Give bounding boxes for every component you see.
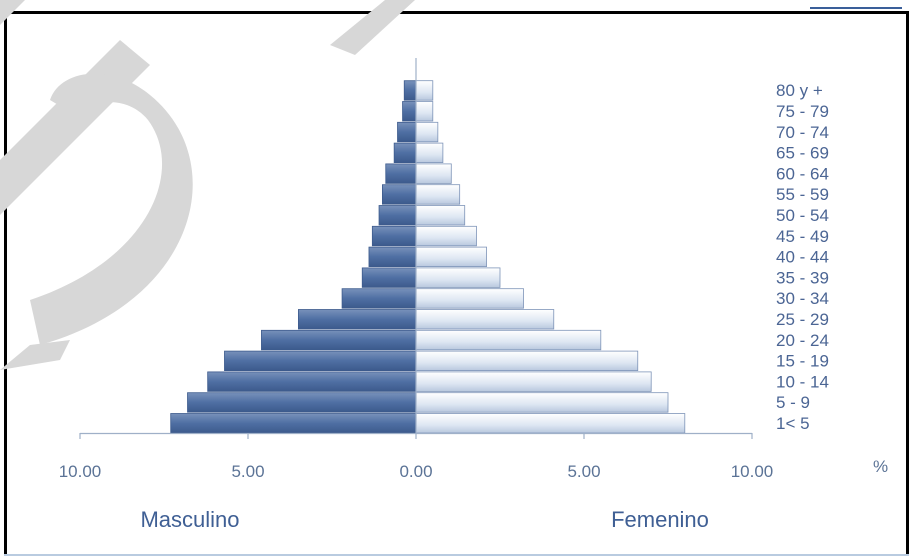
age-label-0: 1< 5 [776,414,810,433]
bar-masculino-14 [397,121,417,143]
bar-masculino-16 [403,80,417,101]
bar-femenino-6 [415,288,524,309]
bar-femenino-5 [415,309,555,330]
age-label-16: 80 y + [776,81,823,100]
bar-masculino-9 [371,225,417,247]
frame-bottom-divider [4,554,909,556]
bar-femenino-11 [415,184,461,205]
bar-masculino-8 [368,246,417,268]
x-tick-label-4: 10.00 [731,462,774,481]
age-label-4: 20 - 24 [776,331,829,350]
bar-femenino-15 [415,101,434,122]
age-label-2: 10 - 14 [776,372,829,391]
bar-masculino-1 [187,392,417,413]
bar-masculino-13 [393,142,417,164]
bar-masculino-2 [207,371,417,392]
x-tick-label-2: 0.00 [399,462,432,481]
bar-femenino-9 [415,225,477,247]
bar-femenino-1 [415,392,669,413]
chart-frame [4,11,909,556]
bar-masculino-5 [297,309,417,330]
age-label-5: 25 - 29 [776,310,829,329]
bar-femenino-12 [415,163,452,184]
age-label-13: 65 - 69 [776,144,829,163]
age-label-7: 35 - 39 [776,268,829,287]
unit-label: % [873,457,888,476]
age-label-8: 40 - 44 [776,248,829,267]
bar-masculino-11 [381,184,417,205]
legend-femenino: Femenino [611,507,709,532]
age-label-15: 75 - 79 [776,102,829,121]
bar-femenino-7 [415,267,501,288]
age-label-6: 30 - 34 [776,289,829,308]
bar-masculino-7 [361,267,417,288]
age-label-3: 15 - 19 [776,352,829,371]
bar-femenino-3 [415,350,639,372]
bar-masculino-3 [224,350,417,372]
top-right-underline [810,7,902,9]
x-ticks-group: 10.00 5.00 0.00 5.00 10.00 [59,433,774,481]
age-label-1: 5 - 9 [776,393,810,412]
x-tick-label-0: 10.00 [59,462,102,481]
age-label-9: 45 - 49 [776,227,829,246]
age-label-14: 70 - 74 [776,123,829,142]
bar-femenino-4 [415,329,602,351]
bar-femenino-13 [415,142,444,164]
age-label-10: 50 - 54 [776,206,829,225]
bar-masculino-6 [341,288,417,309]
bar-femenino-2 [415,371,652,392]
bar-femenino-0 [415,413,686,434]
bars-group [170,80,686,434]
age-label-12: 60 - 64 [776,164,829,183]
bar-masculino-0 [170,413,417,434]
bar-femenino-10 [415,205,466,226]
bar-femenino-16 [415,80,434,101]
legend-masculino: Masculino [140,507,239,532]
x-tick-label-3: 5.00 [567,462,600,481]
bar-masculino-15 [402,101,417,122]
bar-masculino-12 [385,163,417,184]
bar-masculino-4 [261,329,417,351]
bar-femenino-14 [415,121,439,143]
age-label-11: 55 - 59 [776,185,829,204]
bar-masculino-10 [378,205,417,226]
x-tick-label-1: 5.00 [231,462,264,481]
bar-femenino-8 [415,246,487,268]
